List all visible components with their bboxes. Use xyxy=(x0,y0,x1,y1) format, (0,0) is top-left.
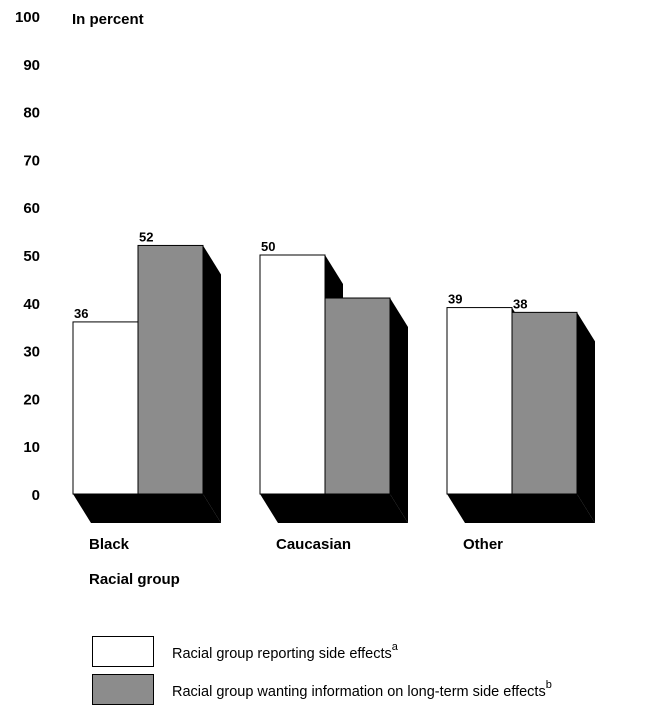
bar xyxy=(446,307,513,495)
y-tick-label: 40 xyxy=(23,296,40,313)
y-axis-ticks: 0 10 20 30 40 50 60 70 80 90 100 xyxy=(15,9,40,504)
y-tick-label: 30 xyxy=(23,344,40,361)
bar-chart: 0 10 20 30 40 50 60 70 80 90 100 36 52 50 41 39 38 Blac… xyxy=(15,9,595,588)
legend-swatch-wanting-info xyxy=(92,674,154,705)
category-label: Black xyxy=(89,536,130,553)
bar-value-label: 39 xyxy=(448,292,462,307)
y-tick-label: 70 xyxy=(23,152,40,169)
bar xyxy=(511,311,578,495)
y-tick-label: 60 xyxy=(23,200,40,217)
legend-label-reporting: Racial group reporting side effectsa xyxy=(172,641,398,662)
bars xyxy=(72,244,578,495)
bar xyxy=(137,244,204,495)
y-tick-label: 20 xyxy=(23,391,40,408)
category-labels: Black Caucasian Other xyxy=(89,536,503,553)
legend-swatch-reporting xyxy=(92,636,154,667)
bar-value-label: 50 xyxy=(261,239,275,254)
bar-value-label: 38 xyxy=(513,296,527,311)
bar-value-label: 41 xyxy=(326,282,340,297)
x-axis-title: Racial group xyxy=(89,571,180,588)
y-tick-label: 100 xyxy=(15,9,40,26)
bar-side-shadow xyxy=(577,312,595,523)
y-tick-label: 0 xyxy=(32,487,40,504)
bar xyxy=(72,321,139,495)
category-label: Other xyxy=(463,536,503,553)
bar xyxy=(324,297,391,495)
bar-value-label: 52 xyxy=(139,229,153,244)
legend-label-wanting-info: Racial group wanting information on long… xyxy=(172,679,552,700)
bar xyxy=(259,254,326,495)
bar-side-shadow xyxy=(390,298,408,523)
y-tick-label: 80 xyxy=(23,105,40,122)
y-tick-label: 50 xyxy=(23,248,40,265)
y-axis-title: In percent xyxy=(72,11,144,28)
y-tick-label: 10 xyxy=(23,439,40,456)
bar-side-shadow xyxy=(203,245,221,523)
category-label: Caucasian xyxy=(276,536,351,553)
data-labels: 36 52 50 41 39 38 xyxy=(74,229,527,320)
bar-value-label: 36 xyxy=(74,306,88,321)
y-tick-label: 90 xyxy=(23,57,40,74)
